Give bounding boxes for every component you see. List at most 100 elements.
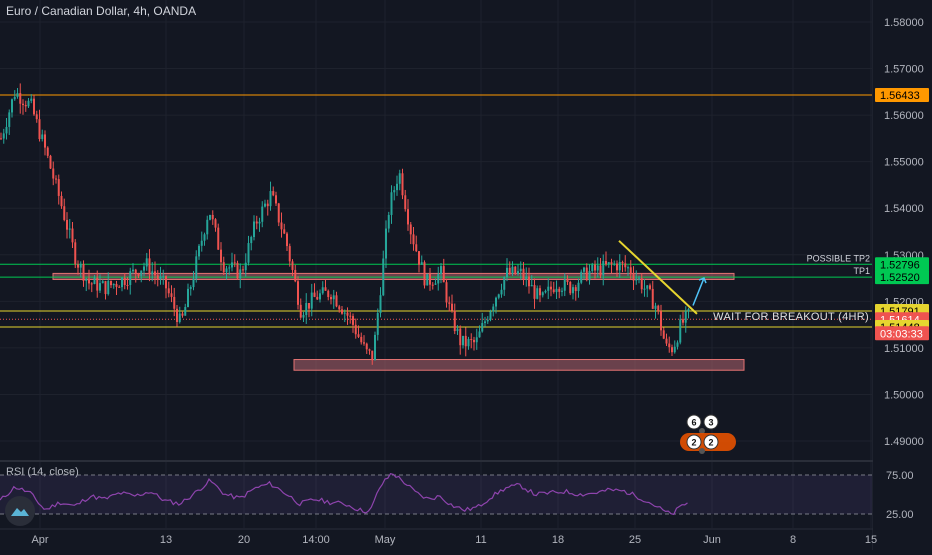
candle-body: [22, 103, 24, 105]
candle: [244, 253, 247, 277]
candle-body: [624, 263, 627, 268]
candle-body: [506, 267, 508, 278]
candle-body: [495, 297, 497, 307]
candle: [236, 260, 239, 280]
candle: [415, 235, 418, 253]
candle: [277, 202, 280, 227]
candle-body: [486, 319, 489, 322]
candle-body: [266, 203, 269, 207]
candle-body: [159, 276, 162, 280]
candle: [638, 275, 640, 284]
tradingview-logo[interactable]: [5, 496, 35, 526]
candle: [129, 267, 132, 295]
candle-body: [140, 270, 143, 277]
candle: [217, 223, 220, 250]
candle: [294, 264, 297, 283]
price-tick-label: 1.58000: [884, 17, 924, 29]
zone-rect-1: [52, 272, 735, 280]
time-tick-label: 25: [629, 534, 641, 546]
candle: [525, 267, 528, 287]
time-axis[interactable]: Apr 13 20 14:00 May 11 18 25 Jun 8 15: [31, 534, 877, 546]
candle-body: [511, 266, 514, 274]
price-axis[interactable]: 1.580001.570001.560001.550001.540001.530…: [873, 0, 932, 550]
candle-body: [418, 251, 420, 265]
candle-body: [280, 222, 283, 230]
countdown-label: 03:03:33: [880, 328, 923, 340]
candle: [41, 129, 44, 142]
candle-body: [269, 191, 272, 207]
candle: [500, 283, 503, 298]
candle: [478, 325, 481, 338]
candle: [266, 199, 269, 216]
candle: [522, 261, 525, 286]
candle: [253, 215, 255, 241]
candle: [101, 279, 104, 284]
candle-body: [390, 192, 393, 215]
level-text: POSSIBLE TP2: [807, 253, 870, 263]
candle-body: [250, 237, 253, 244]
candle: [88, 269, 90, 290]
candle-body: [255, 221, 258, 224]
candle: [13, 90, 16, 101]
candle: [104, 280, 107, 300]
candle: [503, 276, 506, 296]
badge-circle: [686, 434, 702, 450]
candle-body: [484, 321, 486, 324]
candle: [602, 254, 605, 286]
candle-body: [178, 313, 181, 322]
candle-body: [233, 262, 236, 264]
candle: [616, 260, 618, 277]
candle-body: [610, 262, 613, 265]
candle: [371, 350, 374, 365]
candle: [481, 312, 484, 333]
candle: [228, 265, 231, 275]
candle: [580, 269, 583, 285]
candle-body: [503, 277, 506, 290]
candle: [148, 249, 151, 282]
candle-body: [231, 262, 233, 268]
candle-body: [651, 288, 654, 309]
candle-body: [184, 307, 187, 316]
time-tick-label: May: [375, 534, 396, 546]
candle: [264, 199, 266, 208]
candle-body: [547, 286, 550, 291]
candle-body: [187, 288, 189, 308]
candle: [440, 262, 442, 284]
candle: [30, 94, 33, 104]
candle-body: [294, 269, 297, 282]
candle: [137, 272, 140, 279]
candle: [8, 109, 11, 135]
zones: [52, 272, 745, 371]
candle-body: [629, 267, 632, 275]
candle-body: [415, 244, 418, 252]
candle-body: [640, 278, 643, 290]
candle-body: [96, 277, 99, 291]
candle: [451, 294, 453, 313]
candle-body: [299, 304, 302, 318]
candle: [145, 252, 148, 271]
candle-body: [360, 336, 363, 343]
candle-body: [129, 271, 132, 286]
candle-body: [27, 100, 30, 107]
candle: [173, 287, 176, 317]
candle: [618, 254, 621, 278]
candle: [497, 293, 500, 300]
candle: [68, 219, 71, 239]
candle-body: [236, 262, 239, 279]
candle: [242, 265, 244, 274]
candle-body: [203, 234, 206, 241]
candle: [467, 336, 470, 350]
candle-body: [429, 273, 431, 285]
candle-body: [385, 228, 387, 259]
candle-body: [55, 178, 57, 180]
candle-body: [668, 343, 671, 348]
candle: [288, 243, 291, 267]
candle: [327, 289, 330, 301]
candle: [682, 311, 684, 326]
candle: [585, 263, 588, 282]
candle-body: [533, 285, 536, 299]
candle: [511, 261, 514, 276]
candle-body: [214, 219, 217, 228]
